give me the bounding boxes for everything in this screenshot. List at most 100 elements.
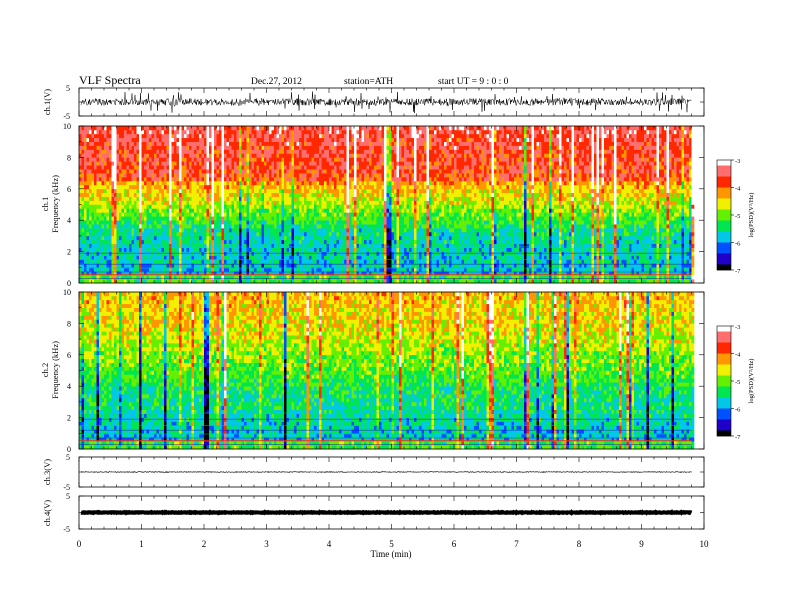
- ch1-spectrogram-cell: [129, 275, 132, 280]
- ch1-spectrogram-cell: [134, 188, 137, 194]
- ch1-spectrogram-cell: [109, 231, 112, 237]
- ch1-spectrogram-cell: [254, 200, 257, 205]
- ch1-spectrogram-cell: [161, 271, 165, 276]
- ch1-spectrogram-cell: [184, 184, 187, 190]
- ch1-spectrogram-cell: [141, 228, 145, 233]
- ch1-spectrogram-cell: [354, 165, 357, 170]
- ch1-spectrogram-cell: [201, 204, 205, 209]
- ch1-spectrogram-cell: [204, 153, 207, 158]
- ch1-spectrogram-cell: [219, 251, 222, 256]
- ch1-spectrogram-cell: [139, 267, 142, 272]
- ch1-spectrogram-cell: [326, 157, 330, 162]
- ch1-spectrogram-cell: [329, 145, 332, 150]
- ch1-spectrogram-cell: [211, 149, 215, 154]
- ch1-spectrogram-cell: [266, 259, 270, 264]
- ch1-spectrogram-cell: [309, 161, 312, 166]
- ch1-spectrogram-cell: [346, 165, 350, 170]
- ch1-spectrogram-cell: [229, 165, 232, 170]
- ch1-spectrogram-cell: [96, 145, 100, 150]
- ch1-spectrogram-cell: [366, 239, 370, 245]
- ch1-spectrogram-cell: [86, 180, 90, 186]
- ch1-spectrogram-cell: [314, 149, 317, 154]
- ch1-spectrogram-cell: [149, 220, 152, 225]
- ch1-spectrogram-cell: [231, 247, 235, 252]
- ch1-spectrogram-cell: [381, 184, 385, 190]
- ch1-spectrogram-cell: [256, 235, 260, 241]
- ch1-spectrogram-cell: [326, 161, 330, 166]
- ch1-spectrogram-cell: [116, 216, 120, 221]
- ch1-spectrogram-cell: [316, 157, 320, 162]
- ch1-spectrogram-cell: [234, 224, 237, 229]
- ch1-spectrogram-cell: [174, 196, 177, 201]
- ch1-spectrogram-cell: [379, 141, 382, 146]
- ch1-spectrogram-cell: [351, 169, 355, 174]
- ch1-spectrogram-cell: [249, 267, 252, 272]
- ch1-spectrogram-cell: [299, 263, 302, 268]
- ch1-spectrogram-cell: [134, 169, 137, 174]
- ch1-spectrogram-cell: [124, 153, 127, 158]
- ch1-spectrogram-cell: [141, 200, 145, 205]
- ch1-spectrogram-cell: [79, 165, 82, 170]
- ch1-spectrogram-cell: [191, 224, 195, 229]
- ch1-spectrogram-cell: [304, 275, 307, 280]
- ch1-spectrogram-cell: [99, 243, 102, 248]
- ch1-spectrogram-cell: [321, 149, 325, 154]
- ch1-spectrogram-cell: [286, 239, 290, 245]
- ch1-spectrogram-cell: [341, 216, 345, 221]
- ch1-spectrogram-cell: [181, 200, 185, 205]
- ch1-spectrogram-cell: [264, 271, 267, 276]
- ch1-spectrogram-cell: [249, 220, 252, 225]
- ch1-spectrogram-cell: [264, 165, 267, 170]
- ch1-spectrogram-cell: [174, 165, 177, 170]
- ch1-spectrogram-cell: [274, 141, 277, 146]
- ch1-spectrogram-cell: [269, 275, 272, 280]
- ch1-spectrogram-cell: [184, 137, 187, 143]
- ch1-spectrogram-cell: [191, 255, 195, 260]
- ch1-spectrogram-cell: [159, 173, 162, 178]
- ch1-spectrogram-cell: [381, 157, 385, 162]
- ch1-spectrogram-cell: [151, 153, 155, 158]
- ch1-spectrogram-cell: [324, 133, 327, 139]
- ch1-spectrogram-cell: [171, 212, 175, 217]
- ch1-spectrogram-cell: [201, 239, 205, 245]
- ch1-spectrogram-cell: [151, 133, 155, 139]
- ch1-spectrogram-cell: [261, 243, 265, 248]
- ch1-spectrogram-cell: [224, 271, 227, 276]
- ch1-spectrogram-cell: [204, 204, 207, 209]
- ch1-spectrogram-cell: [281, 196, 285, 201]
- ch1-spectrogram-cell: [224, 137, 227, 143]
- ch1-spectrogram-cell: [306, 173, 310, 178]
- ch1-spectrogram-cell: [79, 271, 82, 276]
- ch1-spectrogram-cell: [216, 200, 220, 205]
- ch1-spectrogram-cell: [186, 216, 190, 221]
- ch1-spectrogram-cell: [344, 157, 347, 162]
- ch1-spectrogram-cell: [134, 216, 137, 221]
- ch1-spectrogram-cell: [191, 153, 195, 158]
- ch1-spectrogram-cell: [111, 165, 115, 170]
- ch1-spectrogram-cell: [279, 279, 282, 284]
- ch1-spectrogram-cell: [189, 275, 192, 280]
- ch1-spectrogram-cell: [259, 243, 262, 248]
- ch1-spectrogram-cell: [371, 153, 375, 158]
- ch1-spectrogram-cell: [359, 161, 362, 166]
- ch1-spectrogram-cell: [164, 271, 167, 276]
- ch1-spectrogram-cell: [206, 279, 210, 284]
- ch1-spectrogram-cell: [111, 161, 115, 166]
- ch1-spectrogram-cell: [249, 231, 252, 237]
- ch1-spectrogram-cell: [341, 259, 345, 264]
- ch1-spectrogram-cell: [136, 133, 140, 139]
- ch1-spectrogram-cell: [91, 255, 95, 260]
- ch1-spectrogram-cell: [111, 169, 115, 174]
- ch1-spectrogram-cell: [301, 165, 305, 170]
- ch1-spectrogram-cell: [86, 141, 90, 146]
- ch1-spectrogram-cell: [201, 126, 205, 131]
- ch1-spectrogram-cell: [231, 153, 235, 158]
- ch1-spectrogram-cell: [209, 235, 212, 241]
- ch1-spectrogram-cell: [169, 239, 172, 245]
- ch1-spectrogram-cell: [276, 212, 280, 217]
- ch1-spectrogram-cell: [151, 259, 155, 264]
- ch1-spectrogram-cell: [266, 247, 270, 252]
- ch1-spectrogram-cell: [351, 216, 355, 221]
- ch1-spectrogram-cell: [226, 196, 230, 201]
- ch1-spectrogram-cell: [114, 271, 117, 276]
